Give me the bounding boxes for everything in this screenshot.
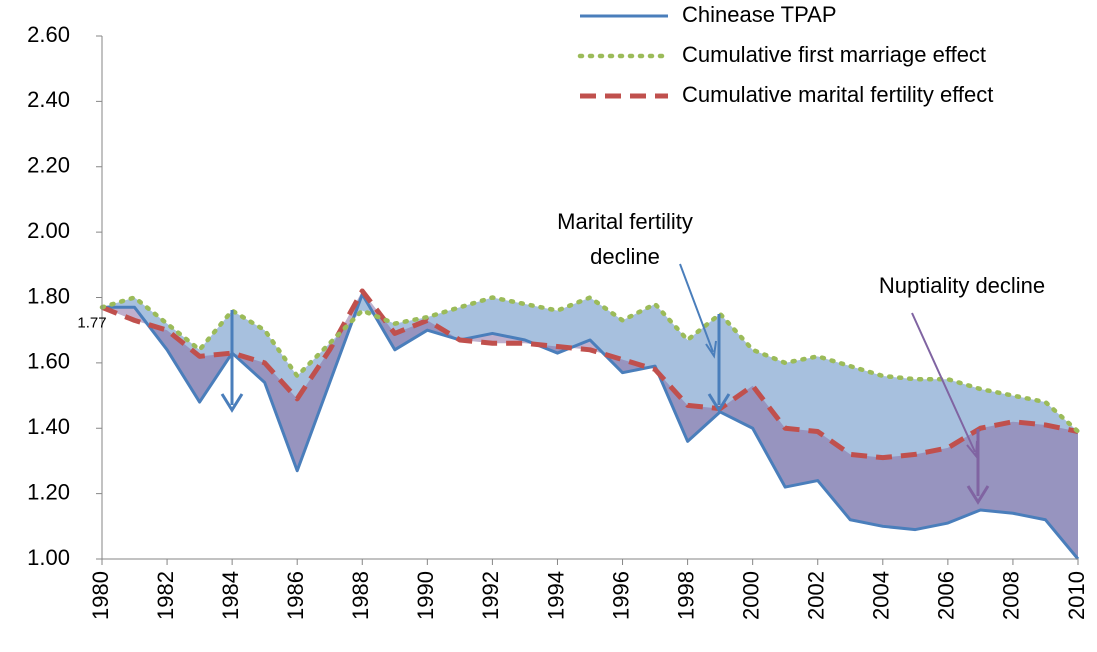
legend-label: Chinease TPAP bbox=[682, 2, 837, 27]
y-tick-label: 1.20 bbox=[27, 479, 70, 504]
x-tick-label: 1992 bbox=[478, 571, 503, 620]
x-tick-label: 2010 bbox=[1064, 571, 1089, 620]
annotations: Marital fertility decline Nuptiality dec… bbox=[220, 209, 1045, 505]
arrow bbox=[911, 312, 976, 453]
annotation: Marital fertility bbox=[557, 209, 693, 234]
series-line bbox=[99, 295, 1081, 434]
annotation: Nuptiality decline bbox=[879, 273, 1045, 298]
x-tick-label: 1990 bbox=[413, 571, 438, 620]
arrowhead bbox=[707, 393, 731, 413]
x-tick-label: 1994 bbox=[543, 571, 568, 620]
x-tick-label: 2002 bbox=[804, 571, 829, 620]
x-tick-label: 1984 bbox=[218, 571, 243, 620]
y-tick-label: 1.40 bbox=[27, 414, 70, 439]
y-tick-label: 1.80 bbox=[27, 283, 70, 308]
x-tick-label: 1982 bbox=[153, 571, 178, 620]
y-tick-label: 1.00 bbox=[27, 545, 70, 570]
y-tick-label: 2.40 bbox=[27, 87, 70, 112]
legend-label: Cumulative first marriage effect bbox=[682, 42, 986, 67]
arrowhead bbox=[220, 393, 244, 413]
series-line bbox=[102, 292, 1080, 560]
arrowhead bbox=[705, 340, 717, 359]
y-tick-label: 2.20 bbox=[27, 153, 70, 178]
x-tick-label: 2000 bbox=[738, 571, 763, 620]
arrow bbox=[679, 263, 714, 353]
y-tick-label: 2.60 bbox=[27, 22, 70, 47]
arrowhead bbox=[966, 440, 978, 459]
x-tick-label: 1980 bbox=[88, 571, 113, 620]
legend-label: Cumulative marital fertility effect bbox=[682, 82, 993, 107]
data-label: 1.77 bbox=[77, 314, 106, 331]
x-tick-label: 2008 bbox=[999, 571, 1024, 620]
x-tick-label: 1998 bbox=[673, 571, 698, 620]
x-tick-label: 1988 bbox=[348, 571, 373, 620]
x-tick-label: 2006 bbox=[934, 571, 959, 620]
arrowhead bbox=[966, 485, 990, 505]
x-tick-label: 2004 bbox=[869, 571, 894, 620]
y-tick-label: 1.60 bbox=[27, 349, 70, 374]
y-tick-label: 2.00 bbox=[27, 218, 70, 243]
area bbox=[102, 290, 1078, 559]
x-tick-label: 1996 bbox=[608, 571, 633, 620]
series-line bbox=[101, 288, 1079, 461]
annotation: decline bbox=[590, 244, 660, 269]
x-tick-label: 1986 bbox=[283, 571, 308, 620]
